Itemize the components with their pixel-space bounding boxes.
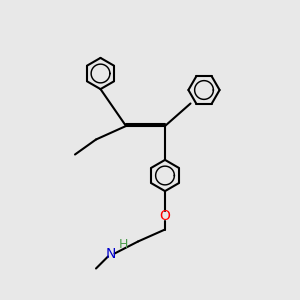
Text: H: H (119, 238, 128, 251)
Text: O: O (160, 209, 170, 223)
Text: N: N (106, 247, 116, 260)
